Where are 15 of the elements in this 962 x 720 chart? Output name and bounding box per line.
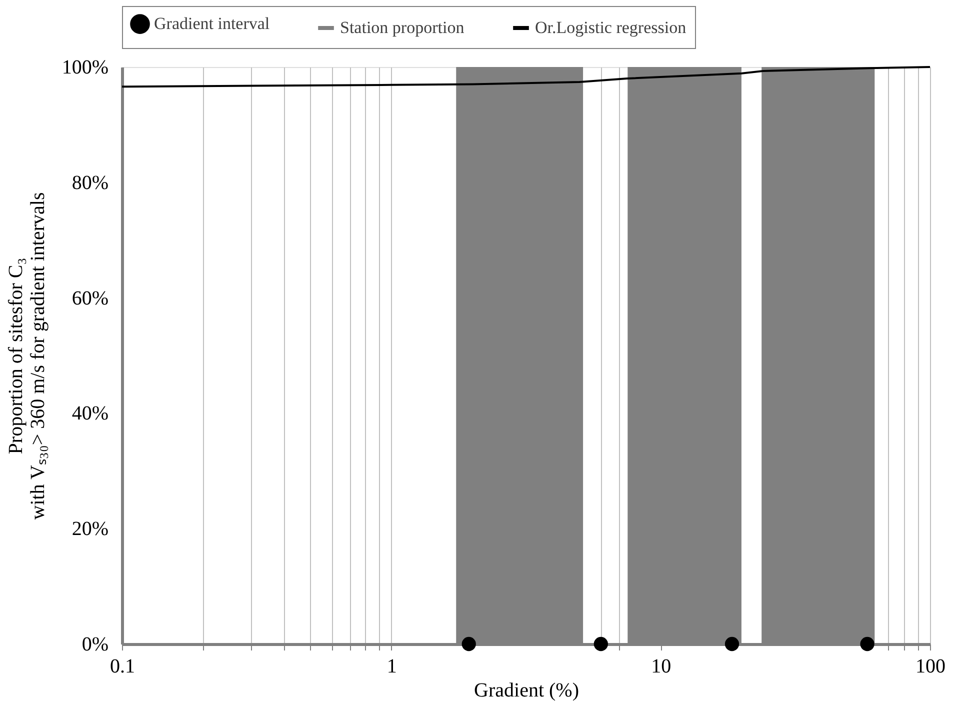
x-tick-label: 10 bbox=[651, 656, 672, 678]
legend-label: Gradient interval bbox=[154, 14, 270, 34]
x-axis-title: Gradient (%) bbox=[474, 680, 579, 702]
y-tick-label: 100% bbox=[62, 56, 108, 78]
y-tick-label: 20% bbox=[72, 518, 108, 540]
x-tick-label: 0.1 bbox=[110, 656, 135, 678]
y-tick-label: 80% bbox=[72, 172, 108, 194]
y-axis-title: Proportion of sitesfor C₃ with Vₛ₃₀> 360 m/s for gradient intervals bbox=[4, 192, 49, 520]
y-tick-label: 40% bbox=[72, 402, 108, 425]
x-tick-label: 1 bbox=[386, 656, 397, 678]
legend-label: Station proportion bbox=[340, 18, 465, 37]
legend-label: Or.Logistic regression bbox=[535, 18, 687, 37]
y-tick-label: 0% bbox=[82, 634, 108, 656]
y-tick-label: 60% bbox=[72, 287, 108, 310]
x-tick-label: 100 bbox=[916, 656, 946, 678]
